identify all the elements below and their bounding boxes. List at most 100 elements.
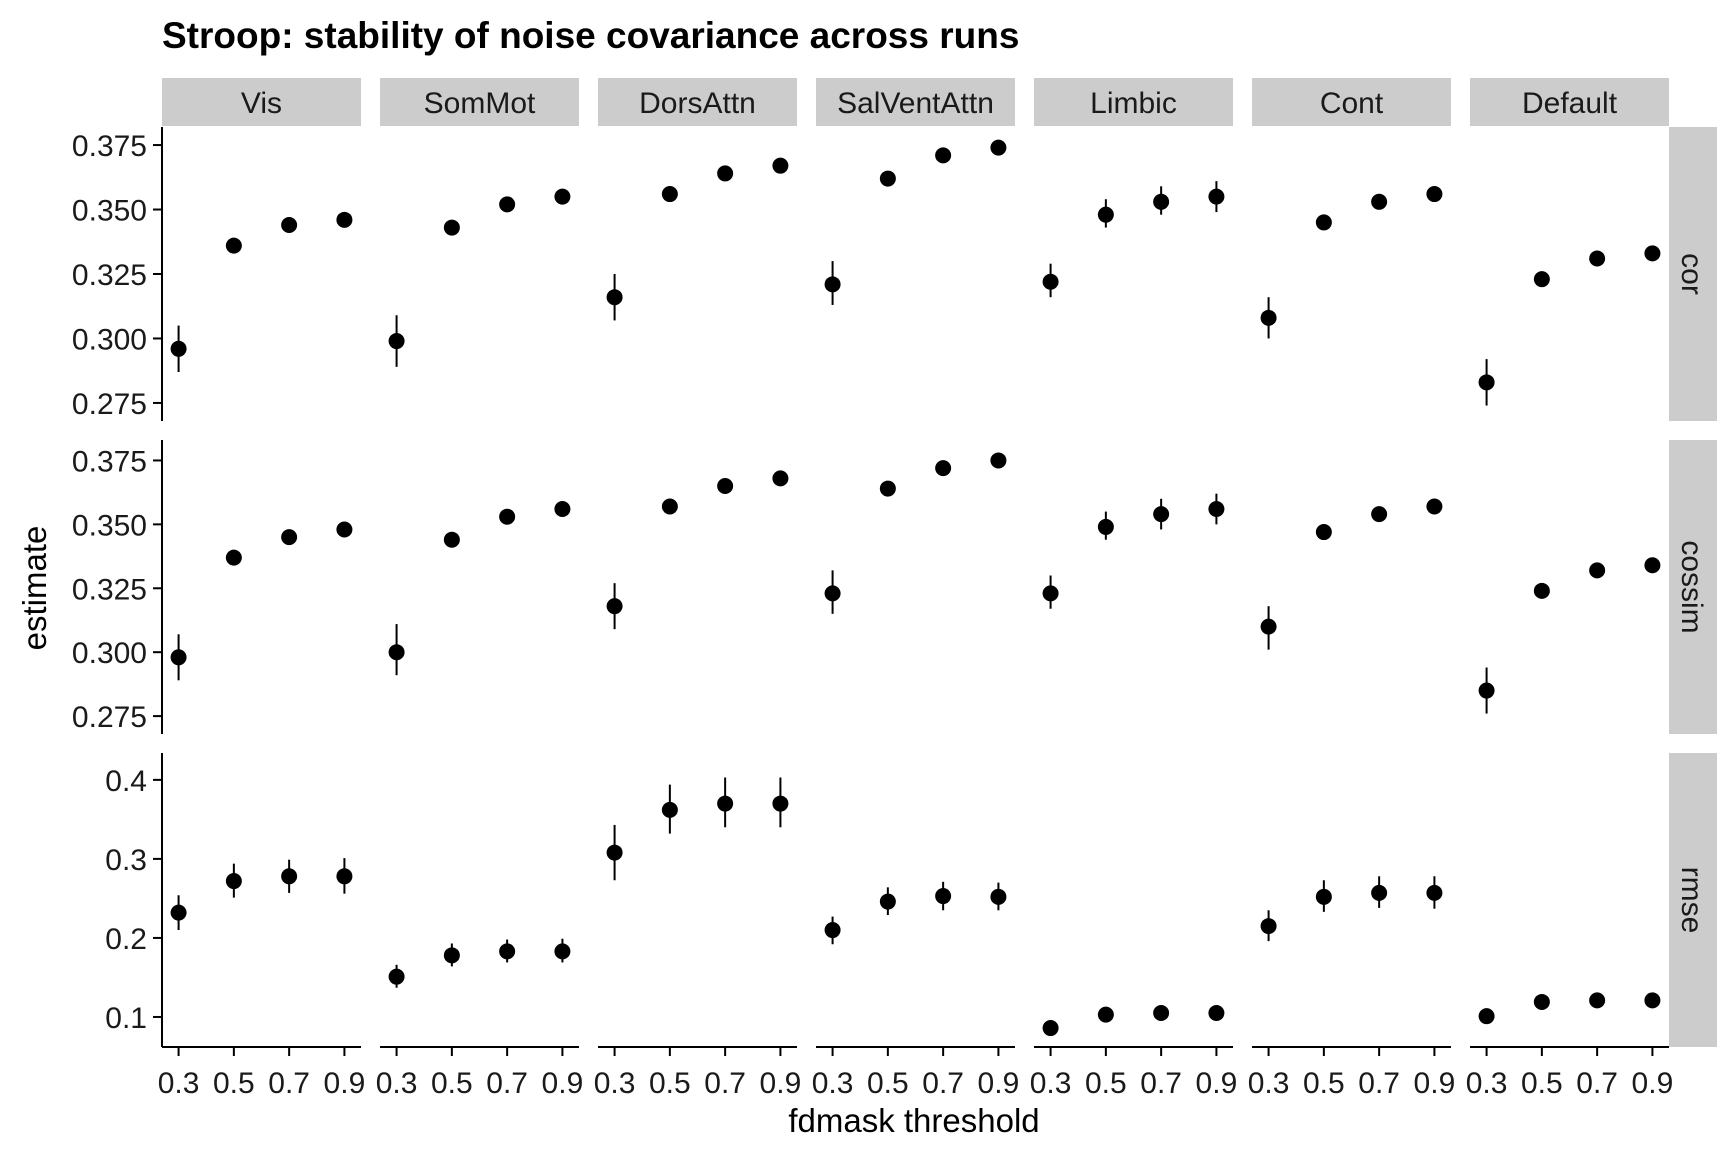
data-point (1371, 884, 1388, 901)
data-point (170, 904, 187, 921)
data-point (935, 460, 952, 477)
y-tick-label: 0.2 (105, 923, 147, 956)
column-strip-dorsattn (598, 78, 797, 126)
column-strip-label: Limbic (1090, 87, 1177, 120)
row-strip-cossim (1669, 440, 1717, 734)
data-point (1153, 1005, 1170, 1022)
x-tick-label: 0.9 (542, 1067, 584, 1100)
data-point (1426, 186, 1443, 203)
x-tick-label: 0.5 (1521, 1067, 1563, 1100)
data-point (1644, 245, 1661, 262)
column-strip-label: Vis (241, 87, 282, 120)
data-point (1097, 518, 1114, 535)
data-point (879, 170, 896, 187)
y-tick-label: 0.4 (105, 765, 147, 798)
data-point (1478, 374, 1495, 391)
x-axis-title: fdmask threshold (788, 1102, 1039, 1139)
y-tick-label: 0.300 (72, 323, 147, 356)
row-strip-cor (1669, 127, 1717, 421)
column-strip-label: SalVentAttn (837, 87, 994, 120)
row-strip-label: cor (1675, 253, 1708, 295)
data-point (388, 644, 405, 661)
data-point (1478, 1008, 1495, 1025)
data-point (824, 276, 841, 293)
x-tick-label: 0.5 (1085, 1067, 1127, 1100)
data-point (281, 529, 298, 546)
data-point (1533, 993, 1550, 1010)
x-tick-label: 0.7 (486, 1067, 528, 1100)
data-point (1153, 193, 1170, 210)
y-tick-label: 0.350 (72, 195, 147, 228)
y-axis-title: estimate (16, 526, 53, 651)
data-point (554, 501, 571, 518)
data-point (225, 873, 242, 890)
data-point (606, 289, 623, 306)
x-tick-label: 0.5 (213, 1067, 255, 1100)
x-tick-label: 0.9 (1632, 1067, 1674, 1100)
x-tick-label: 0.9 (978, 1067, 1020, 1100)
data-point (1315, 524, 1332, 541)
data-point (935, 147, 952, 164)
y-tick-label: 0.275 (72, 388, 147, 421)
data-point (1478, 682, 1495, 699)
data-point (606, 598, 623, 615)
x-tick-label: 0.7 (704, 1067, 746, 1100)
row-strip-rmse (1669, 753, 1717, 1047)
data-point (990, 452, 1007, 469)
y-tick-label: 0.3 (105, 844, 147, 877)
data-point (1208, 1005, 1225, 1022)
y-tick-label: 0.325 (72, 573, 147, 606)
data-point (336, 868, 353, 885)
data-point (443, 219, 460, 236)
column-strip-label: SomMot (424, 87, 536, 120)
data-point (990, 888, 1007, 905)
y-tick-label: 0.325 (72, 259, 147, 292)
data-point (336, 211, 353, 228)
y-tick-label: 0.350 (72, 509, 147, 542)
data-point (281, 217, 298, 233)
data-point (388, 968, 405, 985)
x-tick-label: 0.3 (1466, 1067, 1508, 1100)
x-tick-label: 0.3 (594, 1067, 636, 1100)
data-point (1315, 888, 1332, 905)
x-tick-label: 0.9 (1414, 1067, 1456, 1100)
data-point (499, 943, 516, 960)
data-point (1260, 918, 1277, 935)
column-strip-label: Cont (1320, 87, 1384, 120)
x-tick-label: 0.3 (158, 1067, 200, 1100)
data-point (717, 165, 734, 182)
column-strip-limbic (1034, 78, 1233, 126)
data-point (1260, 309, 1277, 326)
data-point (443, 947, 460, 964)
data-point (1589, 992, 1606, 1009)
data-point (388, 333, 405, 350)
panels-layer: Vis SomMot DorsAttn SalVentAttn Limbic Cont De… (72, 78, 1717, 1100)
data-point (1208, 501, 1225, 518)
x-tick-label: 0.3 (376, 1067, 418, 1100)
x-tick-label: 0.5 (1303, 1067, 1345, 1100)
x-tick-label: 0.5 (649, 1067, 691, 1100)
data-point (1042, 585, 1059, 602)
data-point (661, 801, 678, 818)
data-point (1097, 206, 1114, 223)
y-tick-label: 0.375 (72, 130, 147, 163)
x-tick-label: 0.7 (922, 1067, 964, 1100)
data-point (879, 480, 896, 497)
x-tick-label: 0.9 (324, 1067, 366, 1100)
x-tick-label: 0.5 (431, 1067, 473, 1100)
data-point (661, 186, 678, 203)
data-point (1315, 214, 1332, 231)
column-strip-cont (1252, 78, 1451, 126)
chart-title: Stroop: stability of noise covariance ac… (162, 15, 1019, 56)
data-point (225, 549, 242, 566)
data-point (1589, 562, 1606, 579)
x-tick-label: 0.3 (812, 1067, 854, 1100)
data-point (1371, 506, 1388, 523)
data-point (1644, 557, 1661, 574)
data-point (1426, 498, 1443, 515)
y-tick-label: 0.375 (72, 445, 147, 478)
data-point (661, 498, 678, 515)
data-point (499, 196, 516, 213)
